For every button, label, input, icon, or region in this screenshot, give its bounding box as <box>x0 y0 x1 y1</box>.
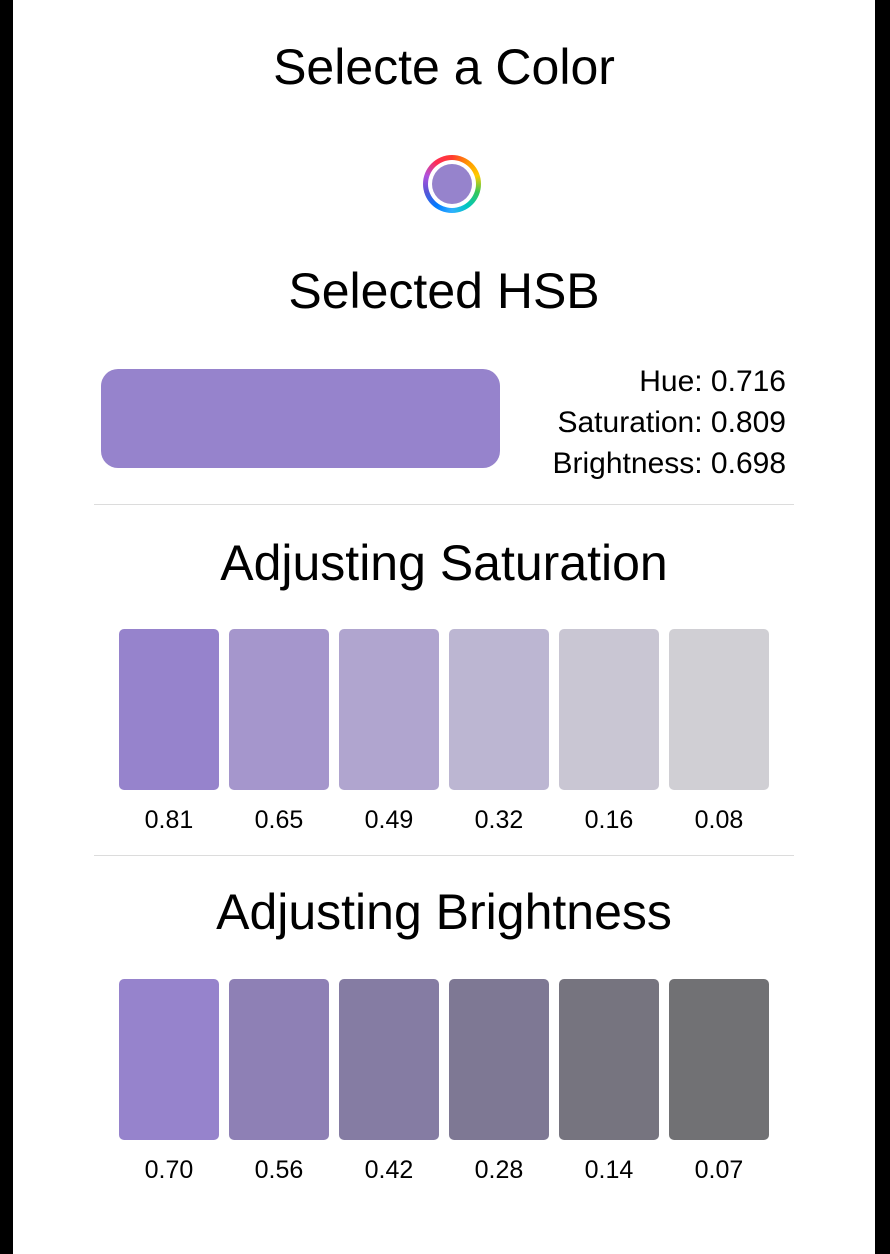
saturation-swatch-label: 0.81 <box>144 806 194 834</box>
brightness-swatch-label: 0.14 <box>584 1156 634 1184</box>
selected-hsb-heading: Selected HSB <box>288 263 600 319</box>
saturation-swatch-label: 0.32 <box>474 806 524 834</box>
saturation-swatch: 0.81 <box>119 629 219 835</box>
brightness-swatch: 0.70 <box>119 979 219 1185</box>
saturation-swatch-color <box>669 629 769 790</box>
brightness-swatch-color <box>119 979 219 1140</box>
color-wheel-icon[interactable] <box>423 155 481 213</box>
brightness-swatch-color <box>229 979 329 1140</box>
brightness-swatch-color <box>339 979 439 1140</box>
brightness-swatch: 0.56 <box>229 979 329 1185</box>
saturation-swatch: 0.65 <box>229 629 329 835</box>
picker-current-color <box>432 164 472 204</box>
saturation-swatch-color <box>339 629 439 790</box>
brightness-swatch-label: 0.28 <box>474 1156 524 1184</box>
saturation-swatch-label: 0.65 <box>254 806 304 834</box>
brightness-swatch: 0.14 <box>559 979 659 1185</box>
brightness-swatch-label: 0.70 <box>144 1156 194 1184</box>
adjusting-brightness-heading: Adjusting Brightness <box>216 884 672 940</box>
brightness-swatch-label: 0.07 <box>694 1156 744 1184</box>
saturation-swatch-color <box>119 629 219 790</box>
brightness-value: Brightness: 0.698 <box>552 447 786 480</box>
brightness-swatch-color <box>559 979 659 1140</box>
saturation-swatch-label: 0.16 <box>584 806 634 834</box>
divider <box>94 855 794 856</box>
saturation-swatch-row: 0.81 0.65 0.49 0.32 0.16 0.08 <box>119 629 769 849</box>
hsb-values: Hue: 0.716 Saturation: 0.809 Brightness:… <box>553 361 786 484</box>
brightness-swatch-row: 0.70 0.56 0.42 0.28 0.14 0.07 <box>119 979 769 1199</box>
saturation-swatch: 0.08 <box>669 629 769 835</box>
saturation-swatch: 0.49 <box>339 629 439 835</box>
adjusting-saturation-heading: Adjusting Saturation <box>220 535 668 591</box>
saturation-swatch: 0.16 <box>559 629 659 835</box>
saturation-swatch: 0.32 <box>449 629 549 835</box>
brightness-swatch-color <box>669 979 769 1140</box>
divider <box>94 504 794 505</box>
selected-color-swatch <box>101 369 500 468</box>
saturation-swatch-color <box>229 629 329 790</box>
brightness-swatch-label: 0.56 <box>254 1156 304 1184</box>
brightness-swatch-label: 0.42 <box>364 1156 414 1184</box>
hue-value: Hue: 0.716 <box>639 365 786 398</box>
saturation-value: Saturation: 0.809 <box>557 406 786 439</box>
brightness-swatch: 0.28 <box>449 979 549 1185</box>
brightness-swatch: 0.07 <box>669 979 769 1185</box>
saturation-swatch-color <box>449 629 549 790</box>
screen: Selecte a Color Selected HSB Hue: 0.716 … <box>13 0 875 1254</box>
saturation-swatch-label: 0.08 <box>694 806 744 834</box>
brightness-swatch-color <box>449 979 549 1140</box>
page-title: Selecte a Color <box>273 39 615 95</box>
saturation-swatch-color <box>559 629 659 790</box>
brightness-swatch: 0.42 <box>339 979 439 1185</box>
saturation-swatch-label: 0.49 <box>364 806 414 834</box>
